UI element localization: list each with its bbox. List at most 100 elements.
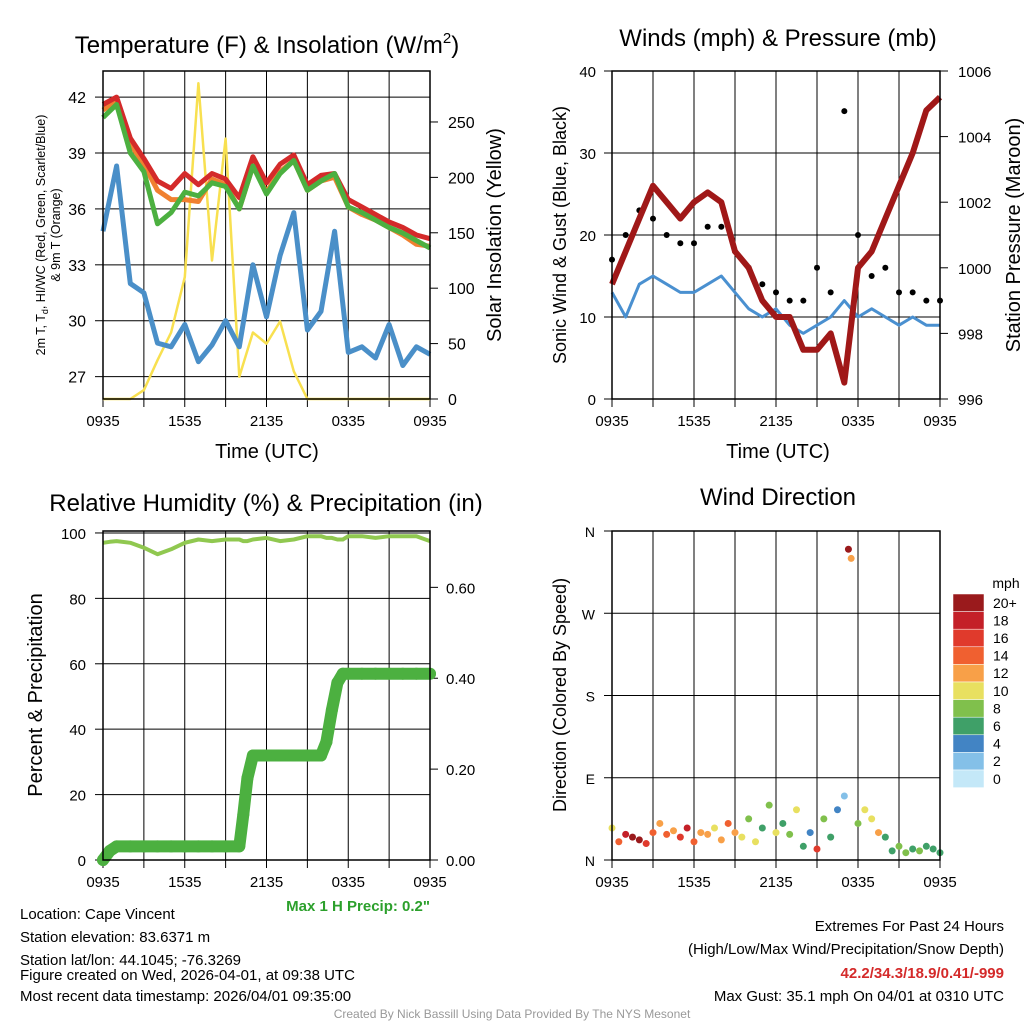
gust-point — [841, 108, 848, 115]
colorbar-title: mph — [992, 575, 1019, 591]
direction-point — [690, 838, 698, 846]
y-tick-label: 0 — [78, 853, 86, 870]
y2-axis-label: Solar Insolation (Yellow) — [484, 128, 506, 342]
colorbar-label: 6 — [993, 718, 1001, 734]
y-tick-label: 27 — [68, 370, 86, 387]
direction-point — [663, 830, 671, 838]
title-end: ) — [451, 32, 459, 59]
direction-point — [717, 836, 725, 844]
direction-point — [765, 801, 773, 809]
y-axis-label: Direction (Colored By Speed) — [550, 578, 570, 812]
y2-tick-label: 1002 — [958, 195, 991, 212]
y2-tick-label: 0.20 — [446, 762, 475, 779]
direction-point — [806, 829, 814, 837]
colorbar-label: 0 — [993, 771, 1001, 787]
y-axis-label: 2m T, Td, HI/WC (Red, Green, Scarlet/Blu… — [34, 115, 50, 356]
gust-point — [759, 281, 766, 288]
y-tick-label: 0 — [588, 392, 596, 409]
y-tick-label: E — [586, 771, 595, 787]
direction-point — [752, 838, 759, 846]
direction-point — [676, 833, 684, 841]
plot-border — [102, 70, 431, 400]
y-tick-label: S — [586, 689, 595, 705]
series-line-td — [100, 163, 432, 368]
precip-point — [165, 840, 178, 853]
direction-point — [697, 829, 705, 837]
y-tick-label: 80 — [69, 591, 86, 608]
extremes-subtitle: (High/Low/Max Wind/Precipitation/Snow De… — [688, 941, 1004, 958]
series-line-2m-t — [101, 94, 431, 242]
y2-axis-label: Station Pressure (Maroon) — [1003, 118, 1024, 353]
direction-point — [779, 819, 787, 827]
colorbar-label: 14 — [993, 648, 1009, 664]
direction-point — [731, 829, 739, 837]
direction-point — [840, 792, 848, 800]
direction-point — [656, 819, 664, 827]
y-tick-label: 40 — [69, 722, 86, 739]
direction-point — [799, 842, 807, 850]
direction-point — [813, 845, 821, 853]
title-text: Temperature (F) & Insolation (W/m — [75, 32, 443, 59]
precip-point — [233, 840, 246, 853]
direction-point — [745, 815, 753, 823]
y-tick-label: 30 — [579, 146, 596, 163]
y-tick-label: 30 — [68, 314, 86, 331]
gust-point — [663, 232, 670, 238]
colorbar-swatch — [952, 699, 985, 718]
precip-point — [151, 840, 164, 853]
title-superscript: 2 — [443, 30, 451, 47]
colorbar-label: 20+ — [993, 595, 1017, 611]
y-label-part: 2m T, T — [34, 314, 48, 356]
precip-point — [178, 840, 191, 853]
direction-point — [758, 824, 766, 832]
y2-tick-label: 150 — [448, 226, 475, 243]
direction-point — [635, 836, 643, 844]
y2-tick-label: 998 — [958, 326, 983, 343]
precip-point — [237, 808, 250, 821]
x-tick-label: 0935 — [923, 874, 956, 891]
colorbar-label: 18 — [993, 612, 1009, 628]
extremes-title: Extremes For Past 24 Hours — [814, 918, 1004, 935]
colorbar-label: 10 — [993, 683, 1009, 699]
y2-tick-label: 100 — [448, 281, 475, 298]
plot-border — [102, 530, 431, 861]
colorbar-swatch — [952, 593, 985, 612]
x-tick-label: 0335 — [332, 413, 365, 430]
direction-point — [834, 806, 841, 814]
precip-point — [287, 749, 300, 762]
direction-point — [772, 829, 780, 837]
precip-point — [301, 749, 314, 762]
y-tick-label: 100 — [61, 526, 86, 543]
y-label-subscript: d — [40, 309, 50, 314]
precip-point — [260, 749, 273, 762]
precip-point — [110, 840, 123, 853]
chart-title: Winds (mph) & Pressure (mb) — [619, 25, 936, 52]
gust-point — [691, 240, 697, 247]
colorbar-swatch — [952, 752, 985, 771]
elevation-text: Station elevation: 83.6371 m — [20, 929, 211, 946]
y-tick-label: 33 — [68, 258, 86, 275]
gust-point — [718, 223, 725, 230]
direction-point — [881, 833, 889, 841]
y2-tick-label: 0 — [448, 392, 457, 409]
y-tick-label: 10 — [579, 310, 596, 327]
y-tick-label: 40 — [579, 64, 596, 81]
direction-point — [861, 806, 869, 814]
direction-point — [847, 554, 855, 562]
x-tick-label: 2135 — [759, 874, 792, 891]
gust-point — [786, 297, 793, 304]
y2-tick-label: 1000 — [958, 261, 991, 278]
y-tick-label: 42 — [68, 90, 86, 107]
direction-point — [615, 838, 623, 846]
x-tick-label: 0935 — [595, 413, 628, 430]
gust-point — [923, 297, 930, 304]
timestamp-text: Most recent data timestamp: 2026/04/01 0… — [20, 988, 352, 1005]
created-text: Figure created on Wed, 2026-04-01, at 09… — [20, 967, 355, 984]
series-line-pressure — [609, 95, 943, 386]
gust-point — [704, 223, 711, 230]
colorbar-label: 4 — [993, 736, 1001, 752]
panel-2: 0935 1535 2135 0335 09350204060801000.000.20… — [25, 490, 483, 915]
y2-tick-label: 996 — [958, 392, 983, 409]
